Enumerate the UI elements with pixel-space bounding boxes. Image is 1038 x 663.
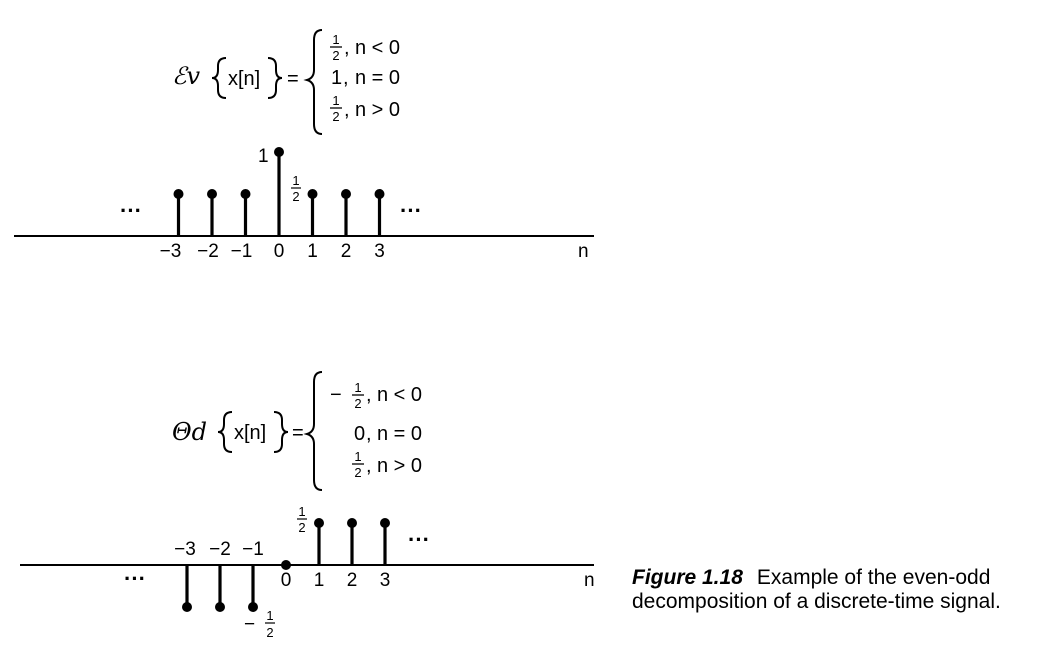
- svg-text:,: ,: [366, 384, 372, 406]
- odd-equals: =: [292, 422, 304, 444]
- odd-stem-dot-n3: [380, 518, 390, 528]
- svg-text:2: 2: [292, 189, 299, 204]
- odd-cases-brace: [303, 371, 323, 491]
- odd-axis-label: n: [584, 570, 595, 591]
- even-brace-left: [211, 57, 227, 99]
- even-argument: x[n]: [228, 68, 260, 90]
- odd-tick-label-n0: 0: [281, 570, 292, 591]
- odd-case-3-num: 1: [354, 449, 361, 464]
- odd-stems: [182, 518, 390, 612]
- odd-tick-label-n-1: −1: [242, 539, 264, 560]
- figure-caption: Figure 1.18 Example of the even-odd decom…: [632, 566, 1032, 614]
- odd-case-2-value: 0: [354, 423, 365, 445]
- odd-case-3-condition: n > 0: [377, 455, 422, 477]
- svg-text:1: 1: [266, 608, 273, 623]
- odd-plot: ··· ··· −3 −2 −10 1 2 3 1 2 − 1 2 n: [20, 504, 595, 640]
- odd-argument: x[n]: [234, 422, 266, 444]
- even-stem-dot-n0: [274, 147, 284, 157]
- even-case-3-num: 1: [332, 93, 339, 108]
- svg-text:,: ,: [343, 67, 349, 89]
- even-cases-brace: [303, 29, 323, 135]
- even-stem-dot-n-2: [207, 189, 217, 199]
- even-tick-label-n0: 0: [274, 241, 285, 262]
- even-case-2-condition: n = 0: [355, 67, 400, 89]
- odd-stem-dot-n2: [347, 518, 357, 528]
- odd-ellipsis-right: ···: [408, 527, 430, 552]
- even-half-label: 1 2: [291, 173, 301, 204]
- even-axis-label: n: [578, 241, 589, 262]
- even-tick-label-n-1: −1: [231, 241, 253, 262]
- even-stem-dot-n1: [307, 189, 318, 199]
- odd-neg-half-label: − 1 2: [244, 608, 275, 640]
- svg-text:,: ,: [344, 99, 350, 121]
- even-tick-labels: −3 −2 −1 0 1 2 3: [160, 241, 385, 262]
- odd-tick-label-n3: 3: [380, 570, 391, 591]
- even-brace-right: [267, 57, 283, 99]
- caption-label: Figure 1.18: [632, 566, 743, 589]
- svg-text:1: 1: [298, 504, 305, 519]
- even-peak-label: 1: [258, 146, 269, 167]
- odd-equation: Θd x[n] = − 1 2 , n < 0 0 , n = 0 1 2 , …: [172, 371, 422, 491]
- odd-case-1-num: 1: [354, 380, 361, 395]
- even-stem-dot-n-1: [240, 189, 251, 199]
- caption-text: Example of the even-odd decomposition of…: [632, 566, 1001, 613]
- even-case-2: 1 , n = 0: [331, 67, 400, 89]
- odd-stem-dot-n-1: [248, 602, 258, 612]
- odd-case-2-condition: n = 0: [377, 423, 422, 445]
- svg-text:,: ,: [344, 37, 350, 59]
- even-tick-label-n3: 3: [374, 241, 385, 262]
- svg-text:2: 2: [266, 625, 273, 640]
- even-equation: ℰv x[n] = 1 2 , n < 0 1 , n = 0 1 2 , n …: [172, 29, 400, 135]
- odd-ellipsis-left: ···: [124, 566, 146, 591]
- even-stems: [173, 147, 385, 236]
- odd-stem-dot-n0: [281, 560, 291, 570]
- svg-text:2: 2: [298, 520, 305, 535]
- odd-case-1-condition: n < 0: [377, 384, 422, 406]
- odd-stem-dot-n1: [314, 518, 324, 528]
- odd-tick-label-n-3: −3: [174, 539, 196, 560]
- even-tick-label-n2: 2: [341, 241, 352, 262]
- odd-case-1-den: 2: [354, 396, 361, 411]
- svg-text:,: ,: [366, 423, 372, 445]
- even-case-1-den: 2: [332, 48, 339, 63]
- odd-stem-dot-n-3: [182, 602, 192, 612]
- odd-tick-label-n2: 2: [347, 570, 358, 591]
- odd-case-2: 0 , n = 0: [354, 423, 422, 445]
- even-case-3-condition: n > 0: [355, 99, 400, 121]
- even-ellipsis-left: ···: [120, 198, 142, 223]
- even-case-3: 1 2 , n > 0: [330, 93, 400, 124]
- even-plot: ··· ··· −3 −2 −1 0 1 2 3 1 1 2 n: [14, 146, 594, 262]
- even-operator: ℰv: [172, 62, 201, 90]
- even-ellipsis-right: ···: [400, 198, 422, 223]
- odd-case-3: 1 2 , n > 0: [352, 449, 422, 480]
- even-case-1-condition: n < 0: [355, 37, 400, 59]
- even-equals: =: [287, 68, 299, 90]
- odd-case-1: − 1 2 , n < 0: [330, 380, 422, 411]
- even-tick-label-n1: 1: [307, 241, 318, 262]
- svg-text:,: ,: [366, 455, 372, 477]
- odd-case-3-den: 2: [354, 465, 361, 480]
- even-stem-dot-n2: [341, 189, 351, 199]
- odd-brace-right: [273, 411, 289, 453]
- even-stem-dot-n-3: [173, 189, 184, 199]
- odd-tick-labels: −3 −2 −1 0 1 2 3: [174, 539, 390, 591]
- odd-tick-label-n-2: −2: [209, 539, 231, 560]
- even-stem-dot-n3: [374, 189, 385, 199]
- odd-tick-label-n1: 1: [314, 570, 325, 591]
- odd-case-1-sign: −: [330, 384, 342, 406]
- odd-brace-left: [217, 411, 233, 453]
- even-case-1-num: 1: [332, 32, 339, 47]
- even-tick-label-n-3: −3: [160, 241, 182, 262]
- odd-stem-dot-n-2: [215, 602, 225, 612]
- odd-operator: Θd: [172, 418, 207, 446]
- even-tick-label-n-2: −2: [197, 241, 219, 262]
- even-case-1: 1 2 , n < 0: [330, 32, 400, 63]
- odd-pos-half-label: 1 2: [297, 504, 307, 535]
- svg-text:−: −: [244, 614, 255, 635]
- even-case-2-value: 1: [331, 67, 342, 89]
- even-case-3-den: 2: [332, 109, 339, 124]
- svg-text:1: 1: [292, 173, 299, 188]
